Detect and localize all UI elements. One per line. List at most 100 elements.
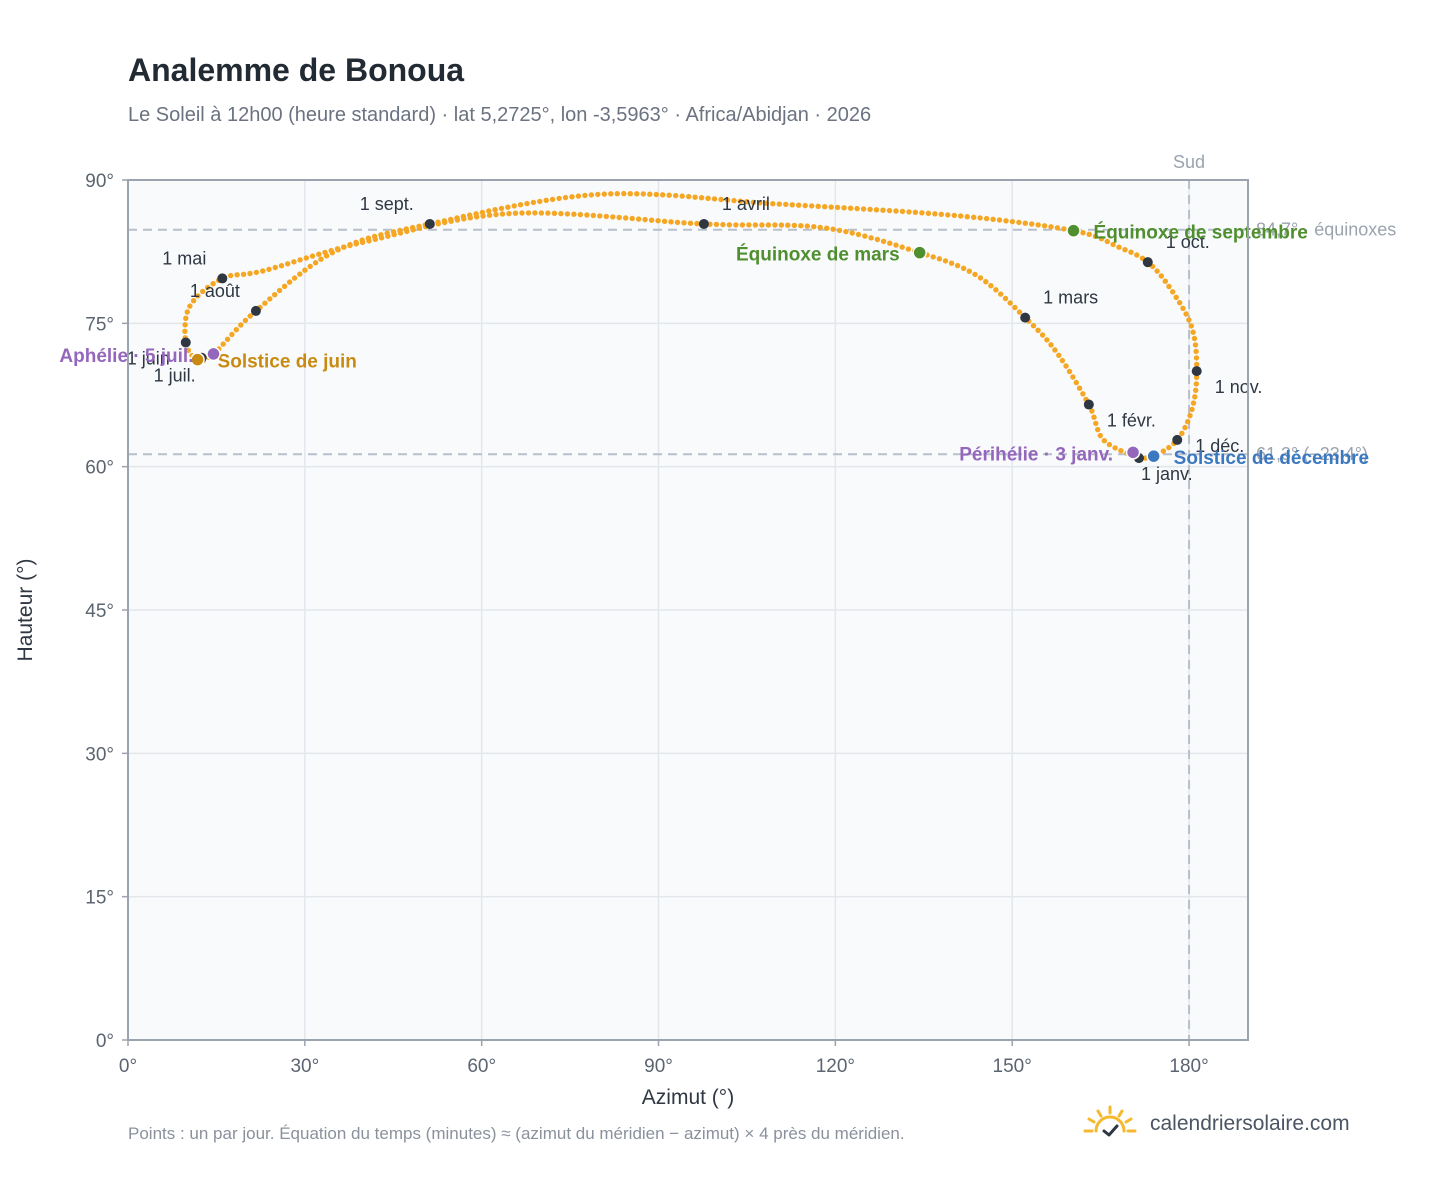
daily-point bbox=[958, 213, 964, 219]
event-marker bbox=[206, 346, 221, 362]
daily-point bbox=[1098, 236, 1105, 242]
daily-point bbox=[1009, 218, 1016, 225]
daily-point bbox=[1166, 444, 1172, 451]
daily-point bbox=[849, 230, 855, 236]
daily-point bbox=[335, 247, 341, 253]
daily-point bbox=[705, 195, 711, 201]
daily-point bbox=[1054, 225, 1061, 231]
daily-point bbox=[318, 256, 324, 262]
daily-point bbox=[765, 222, 772, 228]
daily-point bbox=[220, 341, 226, 347]
month-marker-label: 1 mai bbox=[162, 248, 206, 268]
daily-point bbox=[205, 284, 211, 291]
daily-point bbox=[746, 222, 752, 228]
daily-point bbox=[945, 212, 951, 218]
daily-point bbox=[493, 211, 499, 218]
daily-point bbox=[267, 296, 273, 302]
daily-point bbox=[791, 222, 797, 229]
daily-point bbox=[698, 195, 705, 201]
daily-point bbox=[1007, 300, 1013, 306]
daily-point bbox=[403, 226, 409, 232]
daily-point bbox=[448, 216, 454, 223]
month-marker-label: 1 juin bbox=[127, 348, 170, 368]
daily-point bbox=[297, 257, 303, 263]
daily-point bbox=[569, 194, 575, 200]
event-label: Solstice de décembre bbox=[1174, 448, 1369, 469]
daily-point bbox=[303, 255, 309, 261]
daily-point bbox=[796, 202, 802, 208]
axes: 0° 30° 60° 90° 120° 150° 180° 0° 15° 30° 45° 60° 75°… bbox=[85, 171, 1208, 1077]
brand-text[interactable]: calendriersolaire.com bbox=[1150, 1112, 1350, 1135]
daily-point bbox=[1070, 374, 1076, 380]
daily-point bbox=[1029, 221, 1035, 227]
daily-point bbox=[938, 211, 944, 217]
event-marker bbox=[1146, 448, 1161, 464]
daily-point bbox=[836, 227, 843, 234]
daily-point bbox=[759, 222, 765, 228]
daily-point bbox=[492, 207, 498, 213]
daily-point bbox=[880, 238, 887, 244]
month-marker bbox=[424, 218, 435, 229]
month-marker bbox=[1142, 257, 1153, 268]
daily-point bbox=[1179, 430, 1185, 436]
daily-point bbox=[1183, 311, 1189, 317]
daily-point bbox=[435, 219, 441, 225]
daily-point bbox=[610, 214, 616, 220]
x-tick-label: 60° bbox=[467, 1056, 496, 1077]
daily-point bbox=[1118, 448, 1124, 454]
daily-point bbox=[454, 215, 460, 221]
daily-point bbox=[1061, 226, 1067, 232]
daily-point bbox=[744, 199, 750, 205]
daily-point bbox=[1039, 332, 1046, 338]
y-tick-label: 30° bbox=[85, 744, 114, 765]
month-marker-label: 1 oct. bbox=[1166, 232, 1210, 252]
daily-point bbox=[409, 224, 416, 231]
daily-point bbox=[1158, 273, 1165, 279]
brand[interactable]: calendriersolaire.com bbox=[1082, 1104, 1350, 1144]
daily-point bbox=[242, 317, 249, 324]
x-tick-label: 120° bbox=[816, 1056, 855, 1077]
daily-point bbox=[307, 263, 313, 270]
month-marker bbox=[180, 337, 191, 348]
x-tick-label: 180° bbox=[1169, 1056, 1208, 1077]
daily-point bbox=[390, 229, 397, 235]
daily-point bbox=[498, 205, 505, 212]
daily-point bbox=[253, 269, 260, 276]
daily-point bbox=[666, 192, 672, 198]
daily-point bbox=[549, 196, 556, 203]
daily-point bbox=[815, 203, 821, 209]
daily-point bbox=[1095, 426, 1101, 433]
daily-point bbox=[1063, 363, 1069, 369]
daily-point bbox=[312, 260, 319, 266]
daily-point bbox=[1185, 419, 1191, 425]
event-marker bbox=[1125, 445, 1141, 460]
daily-point bbox=[785, 222, 791, 228]
daily-point bbox=[588, 192, 595, 198]
daily-point bbox=[1192, 342, 1199, 348]
daily-point bbox=[1104, 238, 1111, 245]
daily-point bbox=[936, 256, 943, 262]
reference-lines: 84,7° · équinoxes 61,3° (−23,4°) Sud bbox=[128, 152, 1396, 1040]
event-marker bbox=[912, 245, 927, 260]
daily-point bbox=[524, 200, 530, 207]
daily-point bbox=[1180, 305, 1186, 311]
daily-point bbox=[590, 212, 596, 219]
month-marker-label: 1 févr. bbox=[1107, 411, 1156, 431]
daily-point bbox=[582, 192, 588, 199]
daily-point bbox=[954, 262, 961, 269]
daily-point bbox=[1193, 374, 1200, 381]
daily-point bbox=[517, 202, 524, 208]
daily-point bbox=[234, 272, 240, 278]
daily-point bbox=[874, 236, 881, 243]
daily-point bbox=[1086, 231, 1092, 237]
daily-point bbox=[623, 215, 629, 221]
daily-point bbox=[948, 260, 955, 266]
month-marker bbox=[698, 218, 709, 229]
daily-point bbox=[247, 313, 253, 319]
daily-point bbox=[802, 202, 808, 209]
daily-point bbox=[983, 279, 989, 285]
daily-point bbox=[1166, 283, 1172, 290]
daily-point bbox=[195, 293, 201, 299]
reference-line-label: 61,3° (−23,4°) bbox=[1256, 444, 1368, 464]
